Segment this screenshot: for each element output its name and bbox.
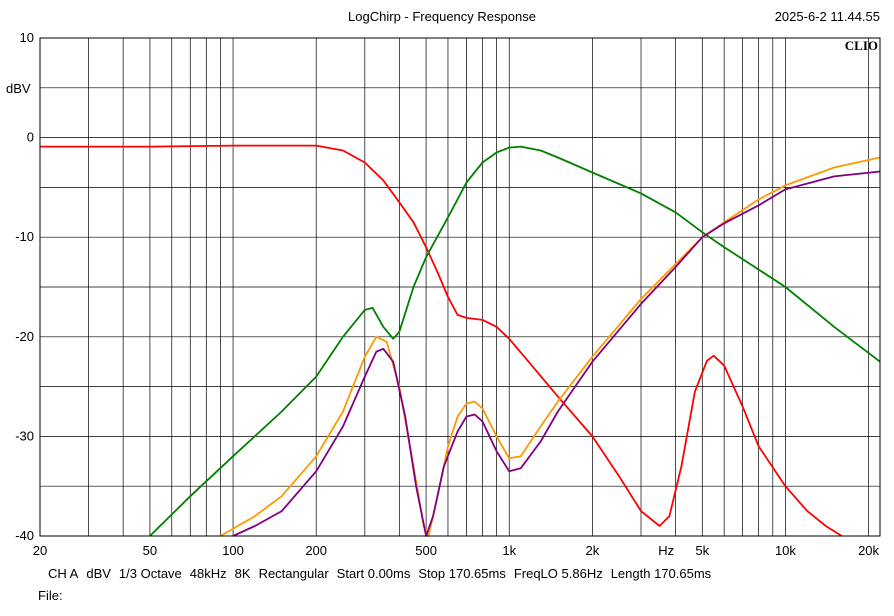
plot-frame	[39, 37, 881, 537]
grid	[40, 38, 880, 536]
info-item: Stop 170.65ms	[418, 566, 506, 581]
info-item: 48kHz	[189, 566, 227, 581]
info-item: Rectangular	[258, 566, 329, 581]
y-tick-label: -40	[15, 528, 34, 543]
x-tick-label: 100	[222, 543, 244, 558]
info-item: FreqLO 5.86Hz	[513, 566, 603, 581]
series-line-2	[149, 145, 881, 537]
info-item: 8K	[234, 566, 251, 581]
x-tick-label: 5k	[695, 543, 709, 558]
x-tick-label: 50	[143, 543, 157, 558]
x-tick-label: Hz	[658, 543, 674, 558]
x-tick-label: 200	[305, 543, 327, 558]
y-axis-label: dBV	[6, 81, 31, 96]
measurement-info: CH A dBV 1/3 Octave 48kHz 8K Rectangular Start…	[48, 566, 719, 581]
y-tick-label: 0	[27, 130, 34, 145]
x-tick-labels: 20 50 100 200 500 1k 2k Hz 5k 10k 20k	[33, 543, 880, 558]
info-item: CH A	[48, 566, 79, 581]
series-lines	[40, 144, 881, 537]
info-item: 1/3 Octave	[118, 566, 182, 581]
x-tick-label: 1k	[502, 543, 516, 558]
y-tick-label: -20	[15, 329, 34, 344]
x-tick-label: 500	[415, 543, 437, 558]
file-label: File:	[38, 588, 63, 603]
clio-logo: CLIO	[845, 38, 878, 53]
y-tick-label: 10	[20, 30, 34, 45]
x-tick-label: 2k	[586, 543, 600, 558]
y-tick-label: -30	[15, 428, 34, 443]
x-tick-label: 20k	[858, 543, 879, 558]
chart-timestamp: 2025-6-2 11.44.55	[775, 9, 880, 24]
y-tick-labels: 10 0 -10 -20 -30 -40	[15, 30, 34, 543]
x-tick-label: 20	[33, 543, 47, 558]
x-tick-label: 10k	[775, 543, 796, 558]
series-line-1	[40, 144, 843, 537]
info-item: Start 0.00ms	[336, 566, 411, 581]
info-item: dBV	[86, 566, 111, 581]
chart-title: LogChirp - Frequency Response	[348, 9, 536, 24]
series-line-4	[232, 170, 881, 537]
y-tick-label: -10	[15, 229, 34, 244]
info-item: Length 170.65ms	[610, 566, 712, 581]
